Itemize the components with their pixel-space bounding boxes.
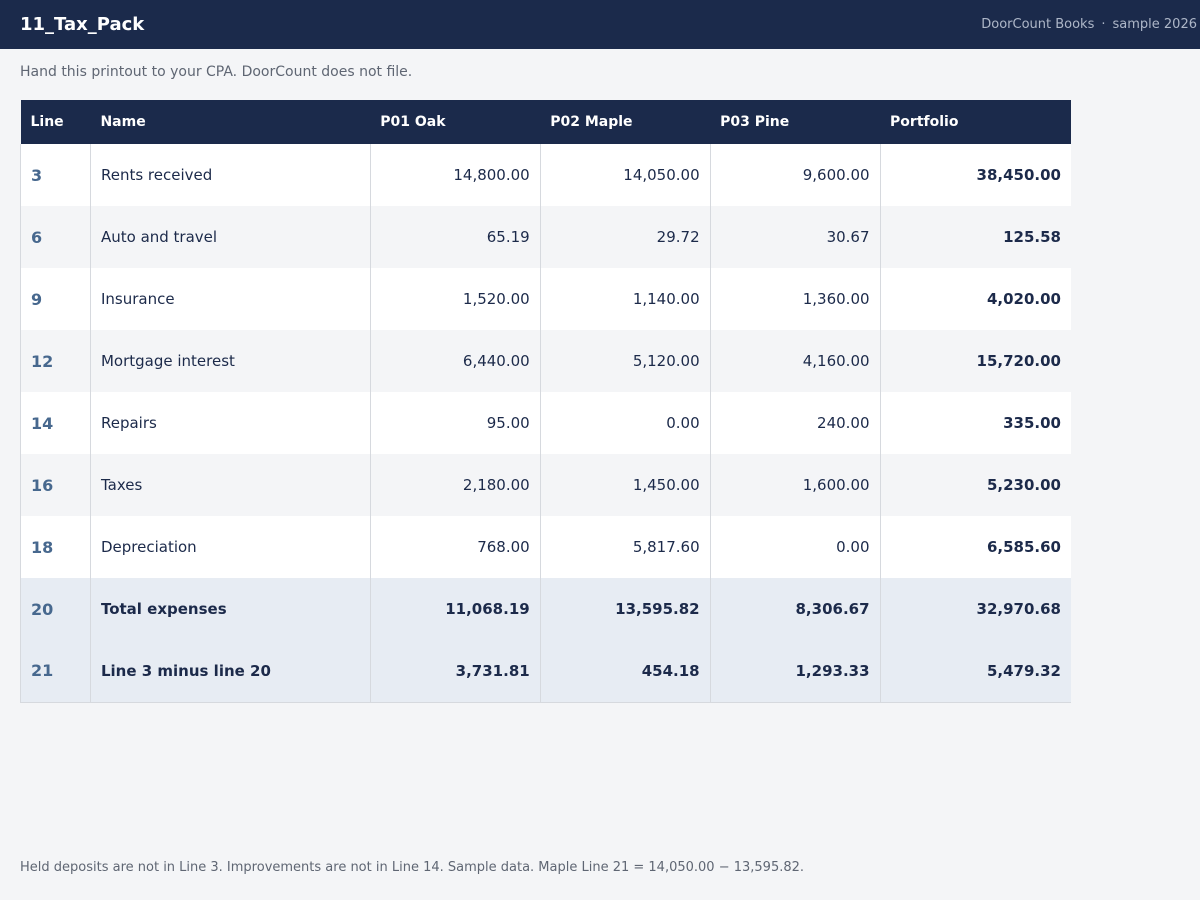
line-number: 18: [20, 516, 91, 578]
page-title: 11_Tax_Pack: [20, 14, 145, 35]
table-row: 3 Rents received 14,800.00 14,050.00 9,600.0…: [20, 144, 1071, 206]
line-name: Mortgage interest: [90, 330, 371, 392]
line-name: Total expenses: [90, 578, 371, 640]
cpa-note: Hand this printout to your CPA. DoorCoun…: [20, 64, 413, 80]
p02-maple-value: 454.18: [540, 640, 711, 702]
p02-maple-value: 14,050.00: [540, 144, 711, 206]
p03-pine-value: 4,160.00: [710, 330, 881, 392]
portfolio-value: 6,585.60: [986, 538, 1061, 556]
table-row: 16 Taxes 2,180.00 1,450.00 1,600.00 5,230.00: [20, 454, 1071, 516]
p02-maple-value: 0.00: [540, 392, 711, 454]
column-header-p02-maple: P02 Maple: [550, 114, 633, 130]
p03-pine-value: 8,306.67: [710, 578, 881, 640]
p03-pine-value: 1,360.00: [710, 268, 881, 330]
p01-oak-value: 14,800.00: [370, 144, 541, 206]
line-name: Depreciation: [90, 516, 371, 578]
dataset-label: sample 2026: [1112, 17, 1197, 32]
line-name: Line 3 minus line 20: [90, 640, 371, 702]
column-header-portfolio: Portfolio: [890, 114, 959, 130]
portfolio-value: 335.00: [1003, 414, 1061, 432]
app-header: 11_Tax_Pack DoorCount Books · sample 2026: [0, 0, 1200, 49]
p03-pine-value: 30.67: [710, 206, 881, 268]
p01-oak-value: 11,068.19: [370, 578, 541, 640]
line-number: 6: [20, 206, 91, 268]
line-number: 14: [20, 392, 91, 454]
column-header-name: Name: [100, 114, 146, 130]
footnote: Held deposits are not in Line 3. Improve…: [20, 860, 805, 875]
portfolio-value: 5,230.00: [986, 476, 1061, 494]
p03-pine-value: 240.00: [710, 392, 881, 454]
line-name: Taxes: [90, 454, 371, 516]
schedule-e-table: Line Name P01 Oak P02 Maple P03 Pine Por…: [20, 100, 1071, 703]
portfolio-value: 38,450.00: [976, 166, 1061, 184]
p03-pine-value: 1,293.33: [710, 640, 881, 702]
p02-maple-value: 1,450.00: [540, 454, 711, 516]
p02-maple-value: 5,120.00: [540, 330, 711, 392]
total-row: 20 Total expenses 11,068.19 13,595.82 8,306.…: [20, 578, 1071, 640]
portfolio-value: 32,970.68: [976, 600, 1061, 618]
line-name: Insurance: [90, 268, 371, 330]
p01-oak-value: 95.00: [370, 392, 541, 454]
line-number: 12: [20, 330, 91, 392]
p03-pine-value: 9,600.00: [710, 144, 881, 206]
table-body: 3 Rents received 14,800.00 14,050.00 9,600.0…: [20, 144, 1071, 702]
line-number: 16: [20, 454, 91, 516]
p02-maple-value: 1,140.00: [540, 268, 711, 330]
p01-oak-value: 65.19: [370, 206, 541, 268]
meta-separator: ·: [1101, 17, 1106, 32]
column-header-p03-pine: P03 Pine: [720, 114, 790, 130]
p03-pine-value: 0.00: [710, 516, 881, 578]
p01-oak-value: 6,440.00: [370, 330, 541, 392]
column-header-p01-oak: P01 Oak: [380, 114, 446, 130]
line-number: 3: [20, 144, 91, 206]
app-name: DoorCount Books: [981, 17, 1095, 32]
table-row: 9 Insurance 1,520.00 1,140.00 1,360.00 4,020.…: [20, 268, 1071, 330]
line-number: 21: [20, 640, 91, 702]
app-meta: DoorCount Books · sample 2026: [981, 17, 1197, 32]
portfolio-value: 125.58: [1003, 228, 1061, 246]
p01-oak-value: 768.00: [370, 516, 541, 578]
line-number: 9: [20, 268, 91, 330]
table-row: 6 Auto and travel 65.19 29.72 30.67 125.58: [20, 206, 1071, 268]
portfolio-value: 5,479.32: [986, 661, 1061, 680]
p01-oak-value: 1,520.00: [370, 268, 541, 330]
p02-maple-value: 29.72: [540, 206, 711, 268]
portfolio-value: 4,020.00: [986, 290, 1061, 308]
portfolio-value: 15,720.00: [976, 352, 1061, 370]
table-row: 18 Depreciation 768.00 5,817.60 0.00 6,585.60: [20, 516, 1071, 578]
p03-pine-value: 1,600.00: [710, 454, 881, 516]
p02-maple-value: 5,817.60: [540, 516, 711, 578]
column-header-line: Line: [30, 114, 64, 130]
total-row: 21 Line 3 minus line 20 3,731.81 454.18 1,29…: [20, 640, 1071, 702]
line-number: 20: [20, 578, 91, 640]
table-row: 12 Mortgage interest 6,440.00 5,120.00 4,160…: [20, 330, 1071, 392]
p01-oak-value: 2,180.00: [370, 454, 541, 516]
table-row: 14 Repairs 95.00 0.00 240.00 335.00: [20, 392, 1071, 454]
line-name: Rents received: [90, 144, 371, 206]
line-name: Repairs: [90, 392, 371, 454]
line-name: Auto and travel: [90, 206, 371, 268]
p01-oak-value: 3,731.81: [370, 640, 541, 702]
table-header-row: Line Name P01 Oak P02 Maple P03 Pine Por…: [20, 100, 1071, 144]
p02-maple-value: 13,595.82: [540, 578, 711, 640]
